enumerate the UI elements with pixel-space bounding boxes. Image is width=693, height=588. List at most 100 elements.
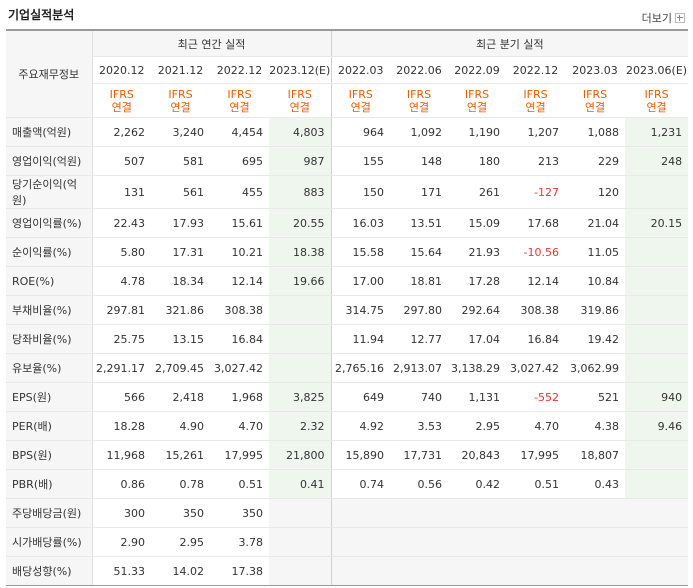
value-cell: 3,138.29	[448, 353, 507, 383]
basis-standard: IFRS	[109, 87, 134, 101]
value-cell: 2,291.17	[92, 353, 151, 383]
value-cell: 561	[151, 175, 210, 209]
value-cell	[625, 324, 689, 354]
value-cell: 0.51	[210, 469, 269, 499]
basis-header: IFRS 연결	[565, 83, 626, 118]
table-row: 영업이익(억원) 507 581 695 987 155 148 180 213 229 248	[6, 146, 689, 176]
row-label: 영업이익(억원)	[6, 146, 93, 176]
value-cell	[390, 527, 449, 557]
value-cell: 17.00	[330, 266, 391, 296]
row-label: 순이익률(%)	[6, 237, 93, 267]
value-cell: 4.70	[210, 411, 269, 441]
value-cell: 3,027.42	[506, 353, 566, 383]
value-cell: 308.38	[506, 295, 566, 325]
value-cell: 131	[92, 175, 151, 209]
row-label: EPS(원)	[6, 382, 93, 412]
value-cell: 4,803	[269, 117, 332, 147]
table-row: 시가배당률(%) 2.90 2.95 3.78	[6, 527, 689, 557]
value-cell: 17,731	[390, 440, 449, 470]
table-row: 당기순이익(억원) 131 561 455 883 150 171 261 -127 120	[6, 175, 689, 209]
value-cell	[330, 527, 391, 557]
value-cell: 4.90	[151, 411, 210, 441]
basis-consolidation: 연결	[466, 100, 488, 114]
value-cell: 319.86	[565, 295, 626, 325]
value-cell: 314.75	[330, 295, 391, 325]
value-cell: 2.95	[448, 411, 507, 441]
more-label: 더보기	[641, 12, 672, 25]
value-cell: 21.93	[448, 237, 507, 267]
value-cell: 940	[625, 382, 689, 412]
value-cell: 0.78	[151, 469, 210, 499]
value-cell: 2.95	[151, 527, 210, 557]
value-cell: 521	[565, 382, 626, 412]
value-cell: 21,800	[269, 440, 332, 470]
value-cell: 120	[565, 175, 626, 209]
value-cell: 2,262	[92, 117, 151, 147]
value-cell: 1,190	[448, 117, 507, 147]
value-cell: 3,062.99	[565, 353, 626, 383]
row-label: PBR(배)	[6, 469, 93, 499]
value-cell: 15,261	[151, 440, 210, 470]
value-cell: 17.38	[210, 556, 269, 586]
table-row: 매출액(억원) 2,262 3,240 4,454 4,803 964 1,092 1,190…	[6, 117, 689, 147]
value-cell: 213	[506, 146, 566, 176]
basis-header: IFRS 연결	[390, 83, 449, 118]
value-cell: 13.51	[390, 208, 449, 238]
value-cell: 0.51	[506, 469, 566, 499]
value-cell: 4.38	[565, 411, 626, 441]
value-cell: 3,027.42	[210, 353, 269, 383]
value-cell: 649	[330, 382, 391, 412]
value-cell	[565, 498, 626, 528]
value-cell: 16.84	[210, 324, 269, 354]
value-cell: 300	[92, 498, 151, 528]
value-cell: 150	[330, 175, 391, 209]
value-cell	[448, 498, 507, 528]
value-cell	[625, 295, 689, 325]
value-cell: 292.64	[448, 295, 507, 325]
value-cell: 507	[92, 146, 151, 176]
value-cell: 15,890	[330, 440, 391, 470]
value-cell: 25.75	[92, 324, 151, 354]
value-cell: 2,418	[151, 382, 210, 412]
value-cell	[269, 498, 332, 528]
basis-consolidation: 연결	[289, 100, 310, 114]
value-cell	[269, 527, 332, 557]
basis-standard: IFRS	[523, 87, 548, 101]
value-cell: 321.86	[151, 295, 210, 325]
value-cell: 10.21	[210, 237, 269, 267]
value-cell: 15.58	[330, 237, 391, 267]
row-label: 배당성향(%)	[6, 556, 93, 586]
value-cell: 1,131	[448, 382, 507, 412]
value-cell: 12.14	[210, 266, 269, 296]
basis-consolidation: 연결	[170, 100, 191, 114]
basis-header: IFRS 연결	[92, 83, 151, 118]
value-cell: 2.32	[269, 411, 332, 441]
more-link[interactable]: 더보기	[642, 10, 685, 26]
row-label: 유보율(%)	[6, 353, 93, 383]
value-cell: 51.33	[92, 556, 151, 586]
value-cell: -10.56	[506, 237, 566, 267]
value-cell: 16.84	[506, 324, 566, 354]
value-cell	[269, 353, 332, 383]
period-header: 2022.09	[448, 56, 507, 84]
table-row: PER(배) 18.28 4.90 4.70 2.32 4.92 3.53 2.95 4.70 4…	[6, 411, 689, 441]
period-header: 2022.12	[210, 56, 269, 84]
value-cell: 17.28	[448, 266, 507, 296]
value-cell: 987	[269, 146, 332, 176]
value-cell: 566	[92, 382, 151, 412]
value-cell	[625, 527, 689, 557]
value-cell: 455	[210, 175, 269, 209]
value-cell: 18,807	[565, 440, 626, 470]
basis-standard: IFRS	[464, 87, 490, 101]
value-cell: 740	[390, 382, 449, 412]
annual-group-header: 최근 연간 실적	[92, 29, 332, 57]
quarter-group-header: 최근 분기 실적	[330, 29, 689, 57]
row-label: 부채비율(%)	[6, 295, 93, 325]
basis-header: IFRS 연결	[151, 83, 210, 118]
row-label: 매출액(억원)	[6, 117, 93, 147]
basis-header: IFRS 연결	[269, 83, 332, 118]
period-header: 2021.12	[151, 56, 210, 84]
value-cell: 4.70	[506, 411, 566, 441]
value-cell	[269, 556, 332, 586]
value-cell: 3.53	[390, 411, 449, 441]
